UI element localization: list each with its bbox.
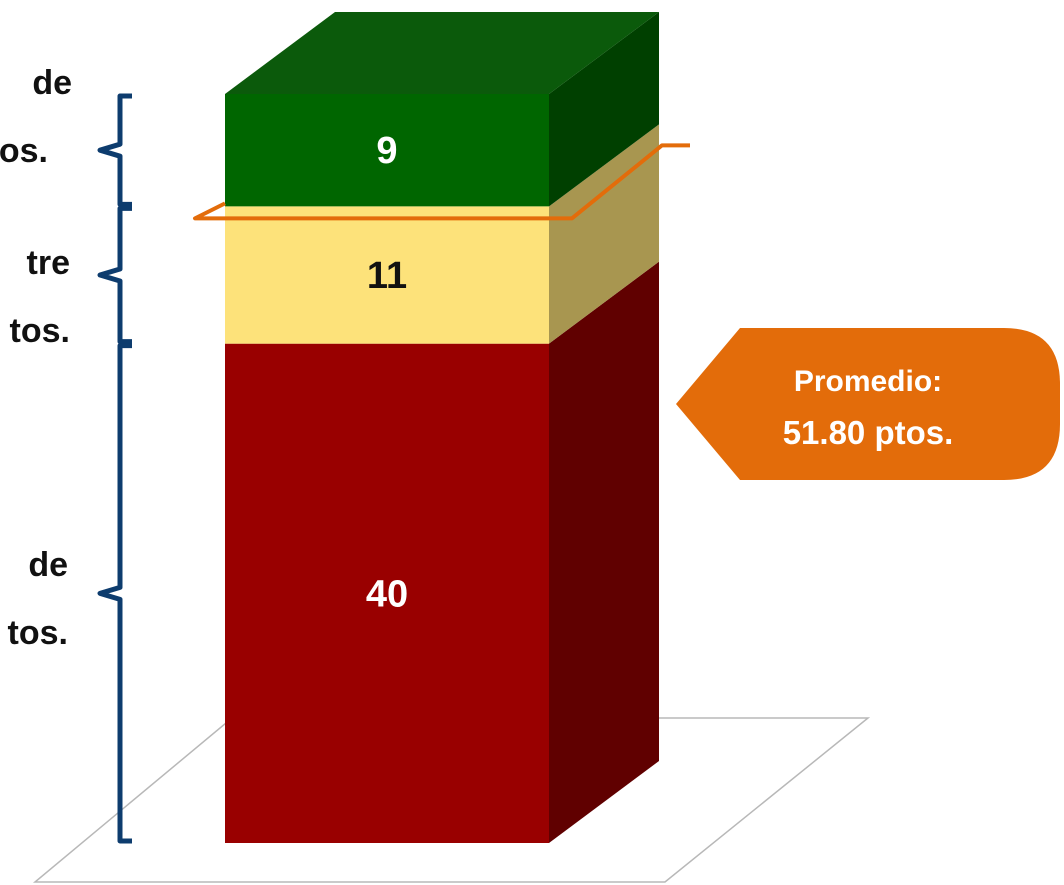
value-labels: 40 11 9 <box>366 130 408 615</box>
range-label-bottom-line2: tos. <box>8 614 68 652</box>
bar-segments <box>225 12 659 844</box>
range-bracket-2 <box>97 343 132 844</box>
average-callout-title: Promedio: <box>794 365 942 398</box>
range-label-top-line1: de <box>32 64 72 102</box>
range-bracket-1 <box>97 205 132 345</box>
bar-top-face <box>225 12 659 94</box>
value-label-red: 40 <box>366 573 408 615</box>
bar-segment-0 <box>225 343 549 843</box>
range-labels: de os. tre tos. de tos. <box>0 64 72 652</box>
range-label-mid-line1: tre <box>27 244 70 282</box>
range-brackets <box>97 93 132 844</box>
average-callout <box>676 328 1060 480</box>
range-label-mid-line2: tos. <box>10 312 70 350</box>
average-line <box>193 143 690 221</box>
bar-segment-1 <box>225 206 549 344</box>
bar-side-face-0 <box>549 261 659 844</box>
average-callout-value: 51.80 ptos. <box>783 414 954 451</box>
range-bracket-0 <box>97 93 132 207</box>
bar-side-face-2 <box>549 12 659 207</box>
value-label-green: 9 <box>376 130 397 172</box>
range-label-bottom-line1: de <box>28 546 68 584</box>
bar-side-face-1 <box>549 124 659 344</box>
value-label-yellow: 11 <box>367 255 407 297</box>
range-label-top-line2: os. <box>0 132 48 170</box>
bar-segment-2 <box>225 94 549 207</box>
